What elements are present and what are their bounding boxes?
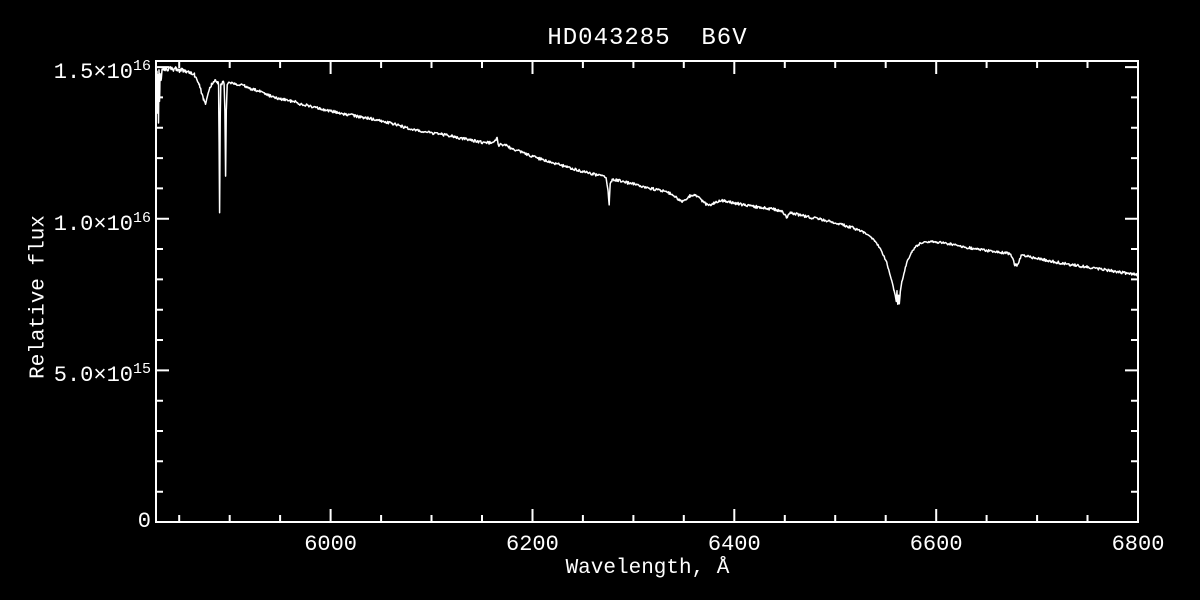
y-axis-title: Relative flux bbox=[27, 215, 51, 379]
y-tick-label: 1.0×1016 bbox=[53, 209, 151, 237]
x-tick-label: 6200 bbox=[506, 532, 559, 557]
y-tick-label: 5.0×1015 bbox=[53, 361, 151, 389]
x-axis-title: Wavelength, Å bbox=[565, 557, 730, 580]
y-tick-label: 0 bbox=[137, 509, 151, 534]
x-tick-label: 6800 bbox=[1111, 532, 1165, 557]
axis-tick-marks bbox=[156, 61, 1139, 522]
spectrum-line bbox=[155, 65, 1139, 306]
y-tick-label: 1.5×1016 bbox=[53, 58, 151, 86]
plot-title: HD043285 B6V bbox=[547, 25, 748, 52]
x-tick-label: 6600 bbox=[909, 532, 963, 557]
x-tick-label: 6000 bbox=[304, 532, 357, 557]
axis-box bbox=[155, 60, 1139, 523]
x-tick-label: 6400 bbox=[707, 532, 761, 557]
